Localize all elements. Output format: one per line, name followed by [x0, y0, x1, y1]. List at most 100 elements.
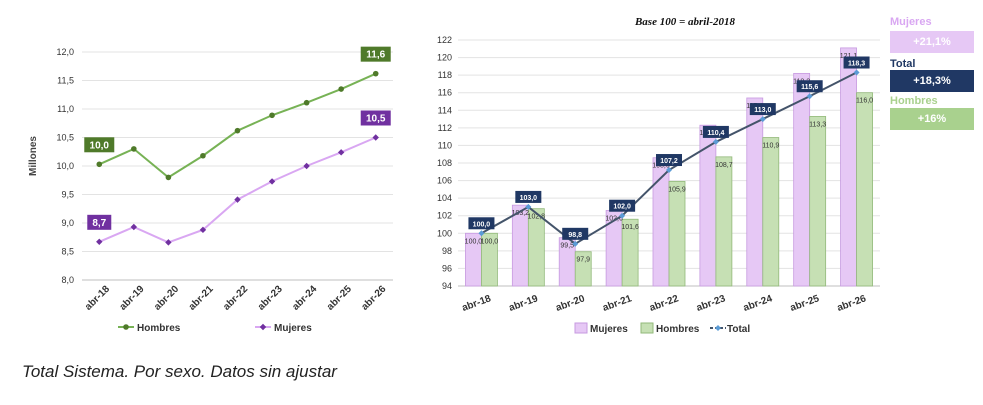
- total-point: [572, 240, 579, 247]
- right-x-tick-label: abr-23: [695, 293, 727, 314]
- bar-label-hombres: 108,7: [715, 162, 733, 169]
- left-point-mujeres: [130, 223, 138, 231]
- figure-caption: Total Sistema. Por sexo. Datos sin ajust…: [22, 362, 337, 381]
- left-data-label-box-hombres: [360, 46, 391, 62]
- left-y-tick-label: 8,5: [61, 247, 74, 257]
- total-label-box: [515, 190, 542, 203]
- right-y-tick-label: 94: [442, 281, 452, 291]
- right-y-tick-label: 118: [438, 70, 452, 80]
- left-point-hombres: [338, 86, 344, 92]
- summary-mujeres-value: +21,1%: [890, 31, 974, 53]
- total-point: [478, 230, 485, 237]
- left-data-label-hombres: 10,0: [90, 140, 110, 151]
- left-point-mujeres: [372, 134, 379, 141]
- total-label: 100,0: [473, 221, 491, 228]
- left-y-tick-label: 11,5: [57, 76, 74, 86]
- total-label-box: [702, 125, 729, 138]
- left-y-tick-label: 12,0: [56, 47, 74, 57]
- bar-label-hombres: 105,9: [668, 186, 686, 193]
- bar-label-hombres: 102,8: [528, 214, 546, 221]
- right-x-tick-label: abr-19: [507, 293, 539, 314]
- bar-label-mujeres: 103,2: [512, 210, 530, 217]
- left-x-tick-label: abr-23: [256, 283, 285, 312]
- total-label: 118,3: [848, 61, 865, 68]
- legend-marker-mujeres: [259, 323, 267, 331]
- right-y-tick-label: 104: [437, 193, 452, 203]
- left-point-mujeres: [234, 196, 241, 203]
- bar-hombres: [668, 181, 686, 287]
- total-label: 103,0: [520, 195, 538, 202]
- left-data-label-hombres: 11,6: [366, 50, 385, 61]
- right-y-tick-label: 98: [442, 246, 452, 256]
- left-y-axis-label: Millones: [28, 136, 39, 176]
- left-y-tick-label: 8,0: [61, 275, 74, 285]
- left-point-mujeres: [268, 178, 276, 185]
- total-label: 98,8: [568, 232, 582, 239]
- right-x-tick-label: abr-18: [461, 293, 493, 314]
- summary-hombres-value: +16%: [890, 108, 974, 130]
- right-y-tick-label: 100: [437, 228, 452, 238]
- legend-marker-total: [715, 325, 721, 331]
- left-point-mujeres: [96, 238, 103, 246]
- bar-hombres: [621, 218, 639, 287]
- left-y-tick-label: 9,0: [61, 218, 74, 228]
- left-x-tick-label: abr-24: [290, 283, 319, 312]
- right-y-tick-label: 102: [437, 211, 452, 221]
- right-x-tick-label: abr-21: [601, 293, 633, 314]
- right-x-tick-label: abr-22: [648, 293, 680, 314]
- legend-label-hombres-bar: Hombres: [656, 324, 700, 335]
- left-series-line-mujeres: [98, 136, 377, 244]
- right-x-tick-label: abr-26: [836, 293, 868, 314]
- left-x-tick-label: abr-19: [118, 283, 147, 312]
- left-point-mujeres: [199, 226, 207, 234]
- total-label-box: [656, 154, 682, 167]
- left-data-label-box-mujeres: [360, 110, 391, 126]
- bar-hombres: [574, 251, 592, 287]
- left-y-tick-label: 10,5: [56, 133, 74, 143]
- left-x-tick-label: abr-25: [325, 283, 354, 312]
- total-label: 107,2: [660, 158, 678, 165]
- summary-hombres-label: Hombres: [890, 95, 938, 107]
- legend-swatch-mujeres-bar: [574, 322, 588, 334]
- left-x-tick-label: abr-22: [221, 283, 250, 312]
- bar-label-mujeres: 99,5: [560, 243, 574, 250]
- bar-chart-title: Base 100 = abril-2018: [634, 16, 736, 28]
- bar-label-hombres: 116,0: [856, 98, 873, 105]
- bar-mujeres: [840, 47, 857, 287]
- total-label: 102,0: [613, 204, 631, 211]
- total-label: 113,0: [754, 107, 771, 114]
- bar-hombres: [527, 208, 545, 287]
- right-y-tick-label: 108: [437, 158, 452, 168]
- total-label-box: [562, 227, 589, 240]
- right-x-tick-label: abr-24: [742, 293, 774, 314]
- left-x-tick-label: abr-20: [152, 283, 181, 312]
- legend-label-mujeres-bar: Mujeres: [590, 324, 628, 335]
- left-point-hombres: [269, 112, 275, 119]
- right-y-tick-label: 116: [438, 88, 452, 98]
- left-data-label-box-mujeres: [87, 214, 112, 230]
- left-point-hombres: [96, 161, 103, 168]
- bar-mujeres: [511, 204, 529, 287]
- total-point: [666, 167, 672, 174]
- right-y-tick-label: 122: [437, 35, 452, 45]
- total-point: [759, 116, 766, 123]
- left-y-tick-label: 10,0: [56, 161, 74, 171]
- total-point: [712, 138, 719, 145]
- legend-marker-hombres: [123, 324, 129, 330]
- left-y-tick-label: 11,0: [57, 104, 74, 114]
- left-x-tick-label: abr-26: [359, 283, 388, 312]
- total-label-box: [843, 56, 870, 69]
- left-point-hombres: [165, 174, 172, 181]
- bar-hombres: [809, 116, 827, 287]
- left-data-label-mujeres: 8,7: [92, 218, 106, 229]
- bar-label-mujeres: 108,6: [652, 163, 670, 170]
- left-series-line-hombres: [98, 72, 377, 179]
- right-x-tick-label: abr-20: [554, 293, 586, 314]
- bar-label-hombres: 110,9: [762, 143, 779, 150]
- left-point-mujeres: [303, 162, 310, 170]
- right-y-tick-label: 96: [442, 263, 452, 273]
- total-label-box: [749, 103, 776, 116]
- left-x-tick-label: abr-21: [187, 283, 216, 312]
- bar-label-hombres: 97,9: [576, 257, 590, 264]
- left-point-mujeres: [337, 149, 345, 156]
